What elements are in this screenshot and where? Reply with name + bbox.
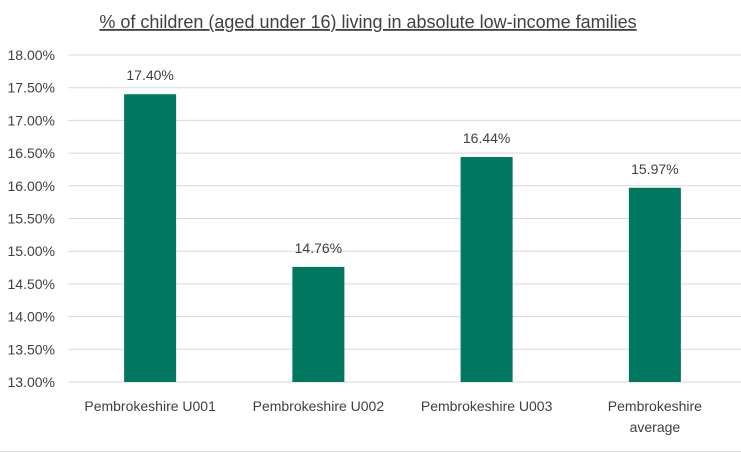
category-label: Pembrokeshire average: [608, 398, 702, 435]
data-label: 16.44%: [463, 130, 510, 146]
category-label: Pembrokeshire U002: [253, 398, 385, 414]
y-tick-label: 16.00%: [8, 178, 55, 194]
category-label-line: Pembrokeshire U003: [421, 398, 553, 414]
data-label: 15.97%: [631, 161, 678, 177]
bar: [460, 157, 513, 382]
y-tick-label: 14.00%: [8, 309, 55, 325]
y-tick-label: 15.00%: [8, 243, 55, 259]
category-label: Pembrokeshire U001: [84, 398, 216, 414]
category-label-line: Pembrokeshire U002: [253, 398, 385, 414]
category-label-line: average: [630, 419, 681, 435]
y-tick-label: 14.50%: [8, 276, 55, 292]
category-label-line: Pembrokeshire U001: [84, 398, 216, 414]
data-label: 17.40%: [126, 67, 173, 83]
chart-title: % of children (aged under 16) living in …: [99, 12, 636, 32]
bar: [292, 266, 345, 382]
bars: [124, 94, 681, 383]
data-label: 14.76%: [295, 240, 342, 256]
y-tick-label: 13.50%: [8, 341, 55, 357]
bar: [628, 187, 681, 382]
category-label-line: Pembrokeshire: [608, 398, 702, 414]
y-tick-label: 15.50%: [8, 211, 55, 227]
bar: [124, 94, 177, 383]
y-tick-label: 17.00%: [8, 112, 55, 128]
y-tick-label: 16.50%: [8, 145, 55, 161]
y-tick-label: 17.50%: [8, 80, 55, 96]
y-tick-label: 18.00%: [8, 47, 55, 63]
y-axis-tick-labels: 13.00% 13.50% 14.00% 14.50% 15.00% 15.50% 16.0…: [8, 47, 55, 390]
category-label: Pembrokeshire U003: [421, 398, 553, 414]
grid-lines: [68, 54, 741, 383]
y-tick-label: 13.00%: [8, 374, 55, 390]
data-labels: 17.40% 14.76% 16.44% 15.97%: [126, 67, 678, 256]
category-labels: Pembrokeshire U001 Pembrokeshire U002 Pemb…: [84, 398, 702, 435]
